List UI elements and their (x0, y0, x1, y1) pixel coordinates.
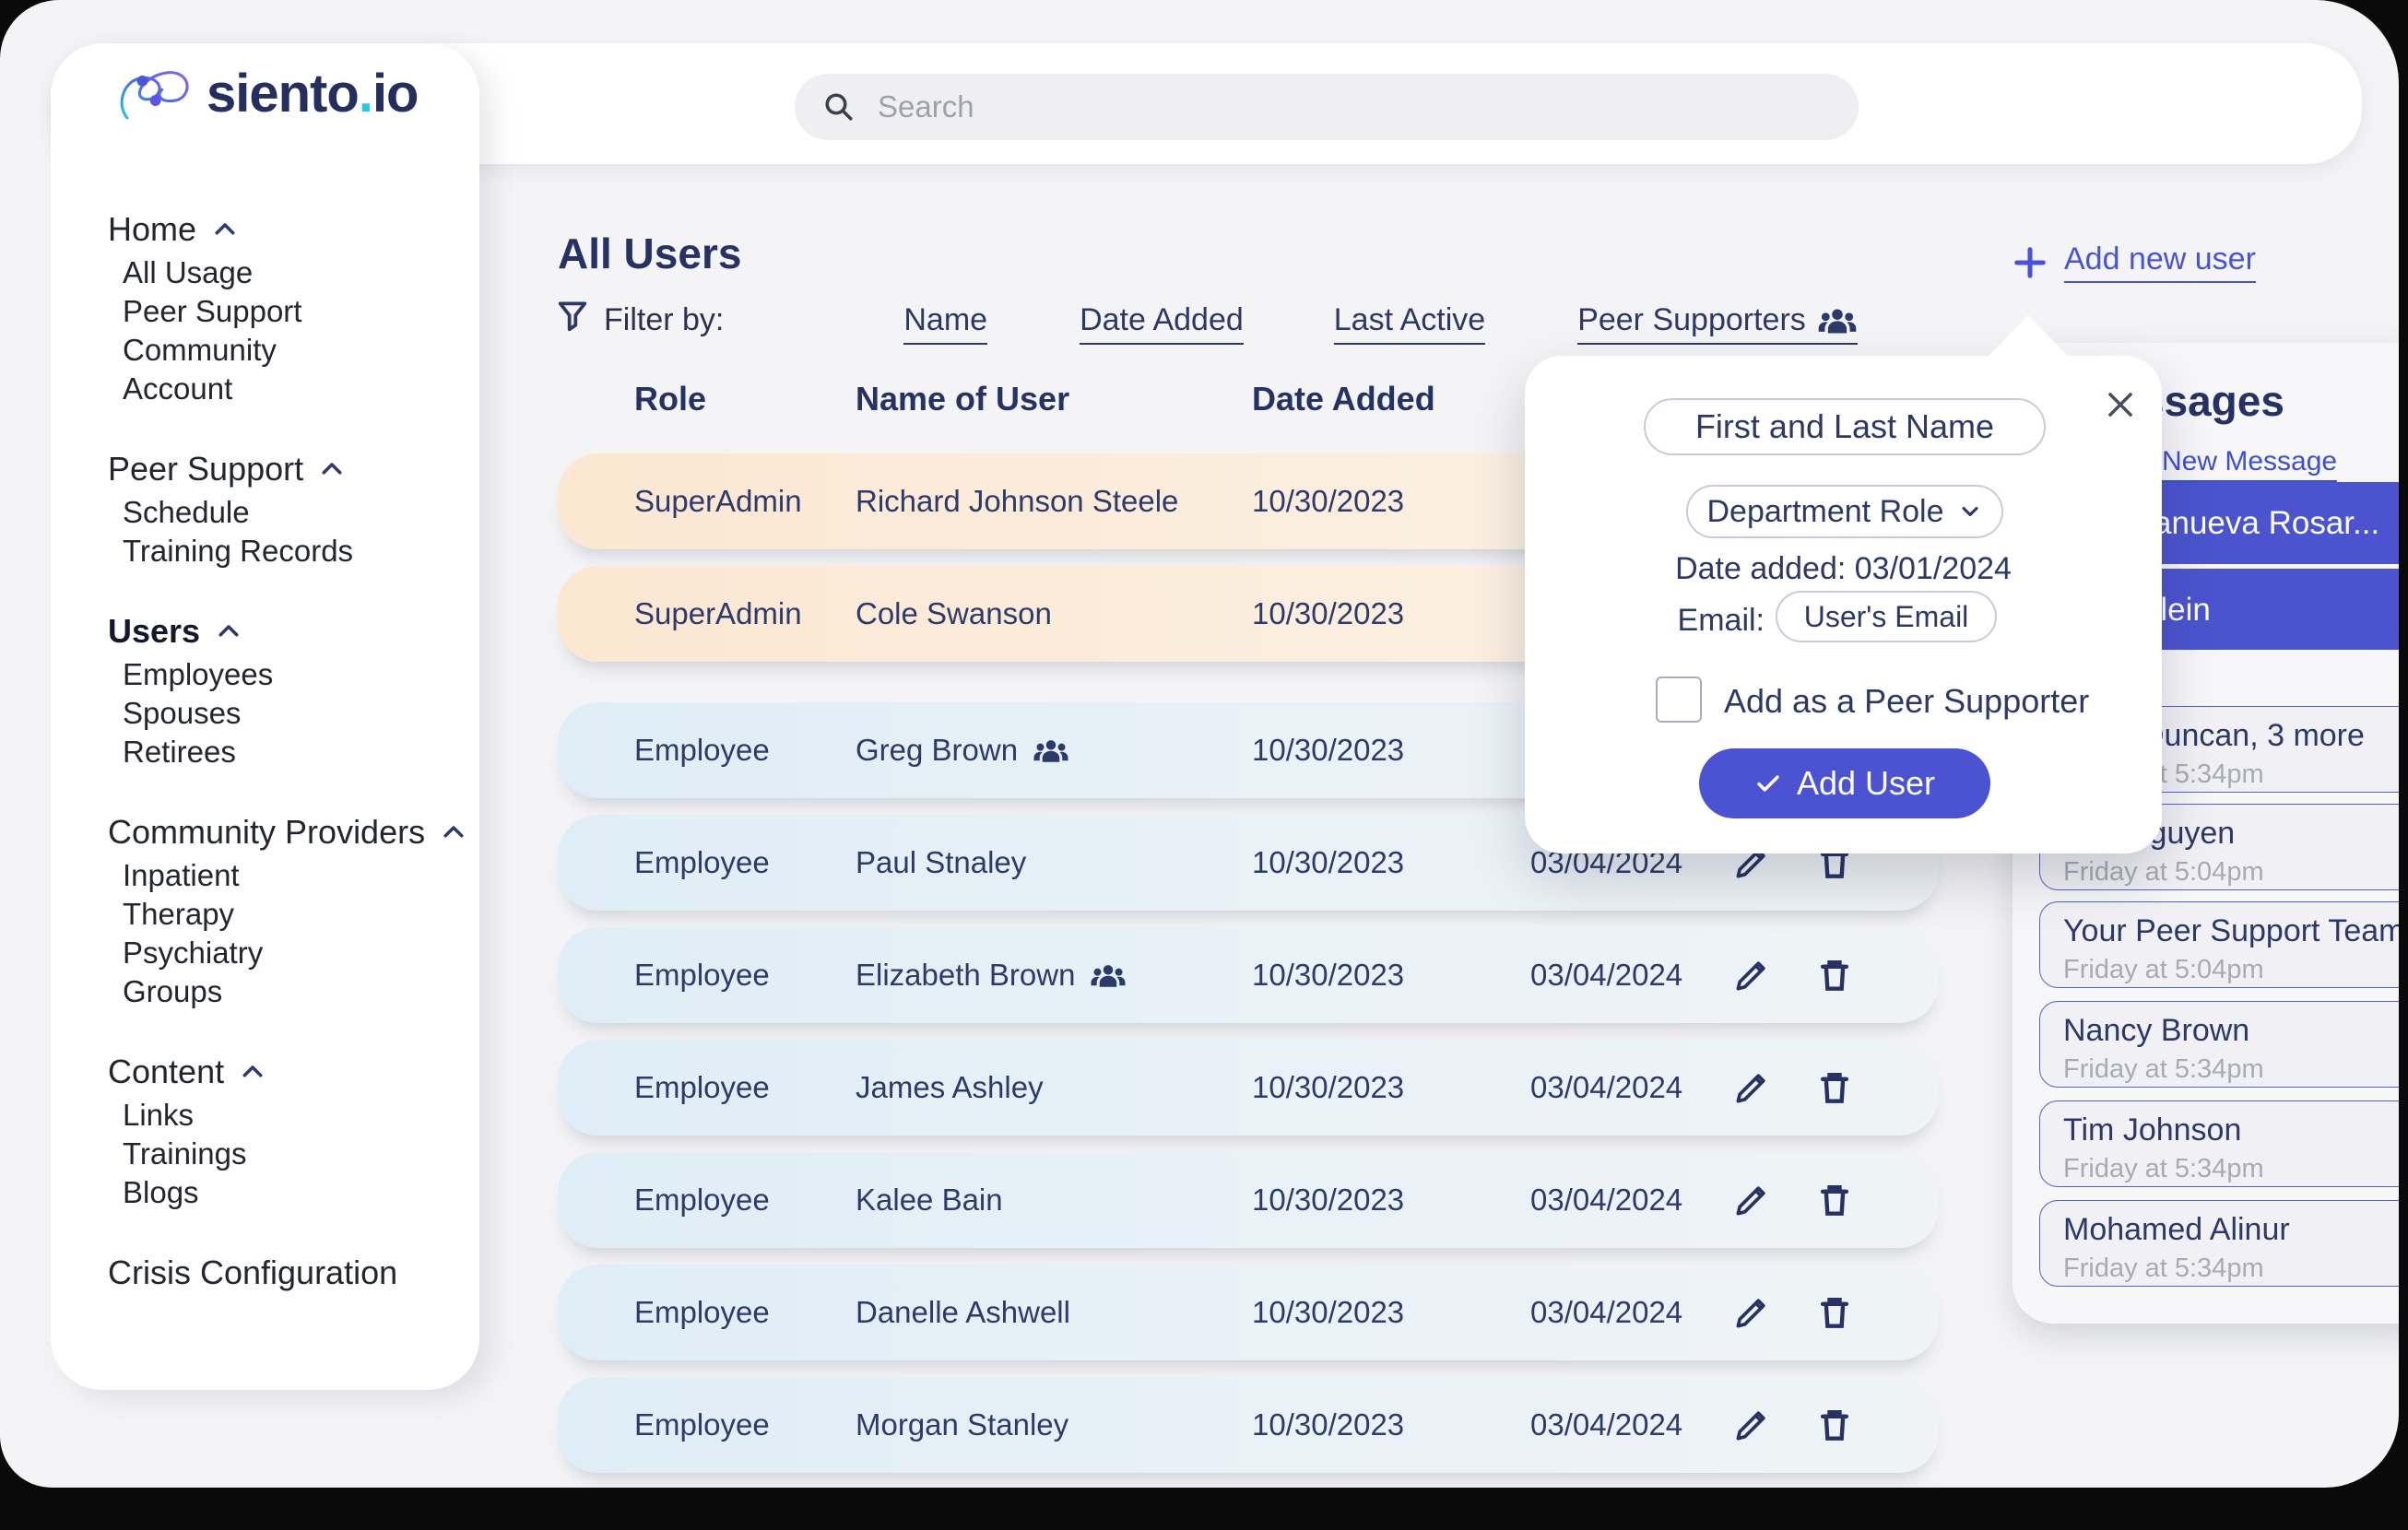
sidebar-item-trainings[interactable]: Trainings (123, 1135, 479, 1173)
sidebar-item-schedule[interactable]: Schedule (123, 493, 479, 532)
department-role-dropdown[interactable]: Department Role (1686, 485, 2003, 538)
column-header-role: Role (634, 380, 706, 418)
sidebar-section-label: Crisis Configuration (108, 1253, 397, 1292)
logo-icon (118, 64, 197, 124)
chevron-up-icon (211, 216, 239, 243)
chevron-up-icon (440, 818, 467, 846)
screen: Home All Usage Peer Support Community Ac… (0, 0, 2408, 1530)
message-list-item[interactable]: Mohamed Alinur Friday at 5:34pm (2039, 1200, 2399, 1287)
logo: siento.io (118, 63, 418, 124)
table-row[interactable]: Employee James Ashley 10/30/2023 03/04/2… (558, 1040, 1939, 1136)
sidebar-section-label: Peer Support (108, 450, 303, 488)
table-row[interactable]: Employee Kalee Bain 10/30/2023 03/04/202… (558, 1152, 1939, 1248)
table-row[interactable]: Employee Elizabeth Brown 10/30/2023 03/0… (558, 927, 1939, 1023)
sidebar-item-training-records[interactable]: Training Records (123, 532, 479, 571)
check-icon (1754, 770, 1782, 797)
sidebar-section-crisis-configuration[interactable]: Crisis Configuration (108, 1253, 479, 1293)
chevron-down-icon (1957, 499, 1983, 524)
sidebar-section-users[interactable]: Users (108, 611, 479, 652)
app-window: Home All Usage Peer Support Community Ac… (0, 0, 2399, 1488)
filter-label: Filter by: (604, 302, 724, 338)
edit-icon[interactable] (1731, 1292, 1772, 1333)
search-input[interactable] (876, 88, 1859, 125)
email-label: Email: (1635, 603, 1765, 639)
trash-icon[interactable] (1814, 955, 1855, 995)
people-group-icon (1817, 306, 1858, 335)
edit-icon[interactable] (1731, 955, 1772, 995)
message-list-item[interactable]: Tim Johnson Friday at 5:34pm (2039, 1100, 2399, 1187)
trash-icon[interactable] (1814, 1067, 1855, 1108)
page-title: All Users (558, 229, 741, 278)
sidebar-item-all-usage[interactable]: All Usage (123, 253, 479, 292)
edit-icon[interactable] (1731, 1180, 1772, 1220)
filter-peer-supporters-link[interactable]: Peer Supporters (1577, 302, 1858, 345)
filter-icon (558, 300, 587, 334)
sidebar-section-peer-support[interactable]: Peer Support (108, 449, 479, 489)
sidebar-item-community[interactable]: Community (123, 331, 479, 370)
column-header-date-added: Date Added (1252, 380, 1435, 418)
peer-supporter-checkbox[interactable] (1656, 677, 1702, 723)
sidebar-item-therapy[interactable]: Therapy (123, 895, 479, 934)
column-header-name: Name of User (856, 380, 1069, 418)
add-user-button[interactable]: Add User (1699, 748, 1990, 818)
sidebar-item-employees[interactable]: Employees (123, 655, 479, 694)
email-field[interactable] (1776, 591, 1997, 642)
trash-icon[interactable] (1814, 1180, 1855, 1220)
sidebar-item-groups[interactable]: Groups (123, 972, 479, 1011)
name-field[interactable] (1644, 398, 2046, 455)
add-new-user-button[interactable]: Add new user (2013, 241, 2256, 283)
sidebar: Home All Usage Peer Support Community Ac… (51, 43, 479, 1390)
edit-icon[interactable] (1731, 1405, 1772, 1445)
search-bar (795, 74, 1859, 140)
sidebar-section-content[interactable]: Content (108, 1052, 479, 1092)
popup-arrow (1987, 315, 2070, 358)
sidebar-section-label: Users (108, 612, 200, 651)
sidebar-section-label: Home (108, 210, 196, 249)
sidebar-item-peer-support[interactable]: Peer Support (123, 292, 479, 331)
sidebar-item-spouses[interactable]: Spouses (123, 694, 479, 733)
people-group-icon (1090, 962, 1127, 989)
sidebar-section-label: Content (108, 1053, 224, 1091)
sidebar-item-blogs[interactable]: Blogs (123, 1173, 479, 1212)
sidebar-section-home[interactable]: Home (108, 209, 479, 250)
sidebar-section-community-providers[interactable]: Community Providers (108, 812, 479, 853)
close-icon[interactable] (2103, 387, 2138, 422)
sidebar-section-label: Community Providers (108, 813, 425, 852)
chevron-up-icon (215, 618, 242, 645)
peer-supporter-checkbox-label: Add as a Peer Supporter (1724, 682, 2089, 721)
trash-icon[interactable] (1814, 1292, 1855, 1333)
search-icon (822, 90, 856, 124)
trash-icon[interactable] (1814, 1405, 1855, 1445)
table-row[interactable]: Employee Morgan Stanley 10/30/2023 03/04… (558, 1377, 1939, 1473)
edit-icon[interactable] (1731, 1067, 1772, 1108)
new-message-link[interactable]: New Message (2162, 446, 2337, 482)
filter-last-active-link[interactable]: Last Active (1334, 302, 1485, 345)
table-row[interactable]: Employee Danelle Ashwell 10/30/2023 03/0… (558, 1265, 1939, 1360)
filter-bar: Filter by: Name Date Added Last Active P… (558, 300, 1858, 345)
sidebar-item-psychiatry[interactable]: Psychiatry (123, 934, 479, 972)
chevron-up-icon (318, 455, 346, 483)
logo-text: siento.io (207, 63, 418, 124)
filter-name-link[interactable]: Name (903, 302, 987, 345)
people-group-icon (1033, 737, 1069, 764)
sidebar-item-retirees[interactable]: Retirees (123, 733, 479, 771)
message-list-item[interactable]: Nancy Brown Friday at 5:34pm (2039, 1001, 2399, 1088)
add-user-popup: Department Role Date added: 03/01/2024 E… (1525, 356, 2162, 853)
sidebar-item-account[interactable]: Account (123, 370, 479, 408)
sidebar-item-links[interactable]: Links (123, 1096, 479, 1135)
filter-date-added-link[interactable]: Date Added (1080, 302, 1244, 345)
plus-icon (2013, 245, 2048, 280)
date-added-text: Date added: 03/01/2024 (1525, 551, 2162, 587)
sidebar-item-inpatient[interactable]: Inpatient (123, 856, 479, 895)
chevron-up-icon (239, 1058, 266, 1086)
message-list-item[interactable]: Your Peer Support Team Friday at 5:04pm (2039, 901, 2399, 988)
